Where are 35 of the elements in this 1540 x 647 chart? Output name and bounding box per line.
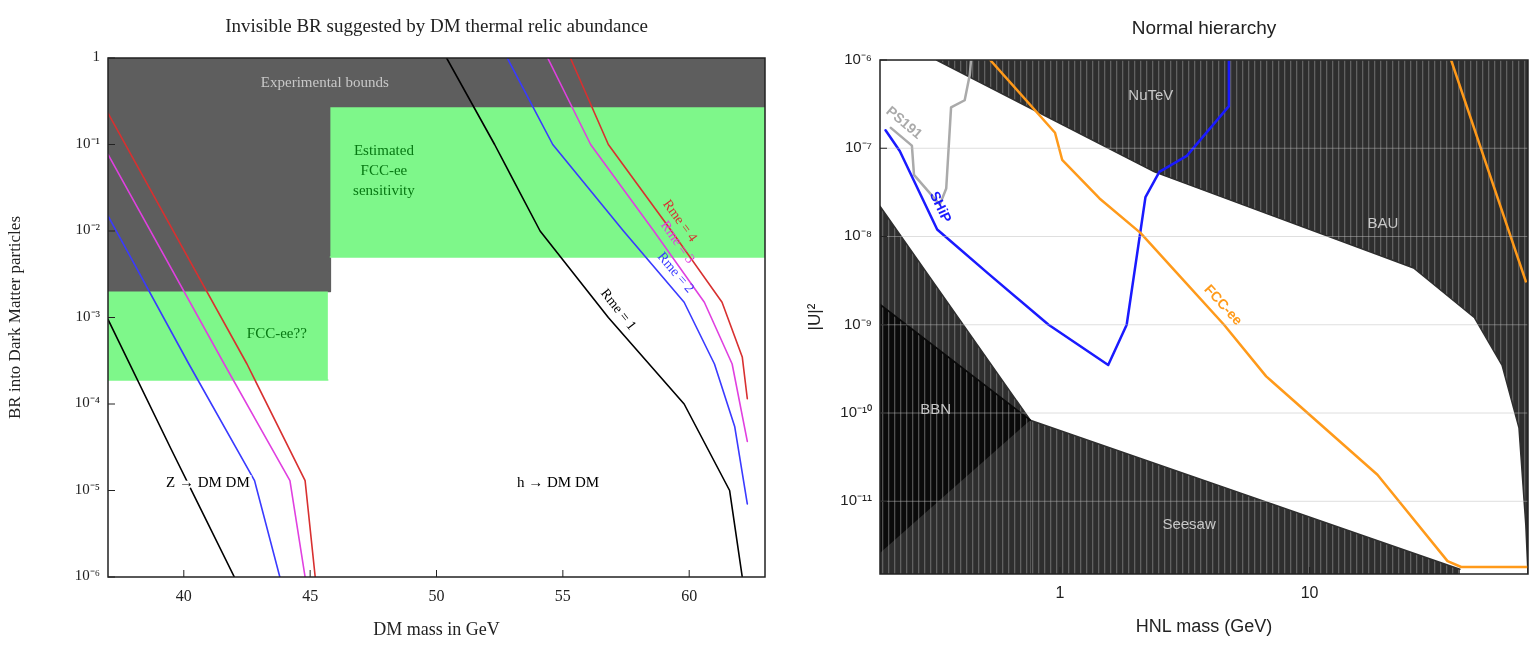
y-tick-label: 10⁻⁸ bbox=[843, 226, 872, 244]
y-tick-label: 10⁻⁹ bbox=[843, 314, 872, 332]
x-tick-label: 55 bbox=[554, 587, 571, 604]
x-tick-label: 45 bbox=[302, 587, 319, 604]
text: SHiP bbox=[926, 188, 956, 225]
y-tick-label: 10⁻² bbox=[75, 221, 101, 238]
y-axis-title: BR into Dark Matter particles bbox=[5, 215, 24, 420]
y-tick-label: 1 bbox=[92, 48, 100, 65]
y-tick-label: 10⁻¹¹ bbox=[840, 491, 872, 509]
annotation: NuTeV bbox=[1128, 85, 1174, 103]
y-tick-label: 10⁻⁵ bbox=[74, 480, 100, 497]
annotation: Estimated FCC-ee sensitivity bbox=[353, 142, 416, 199]
y-axis-title: |U|² bbox=[805, 303, 824, 331]
x-tick-label: 50 bbox=[428, 587, 445, 604]
y-tick-label: 10⁻⁴ bbox=[74, 394, 100, 411]
x-tick-label: 1 bbox=[1055, 584, 1065, 601]
annotation: Experimental bounds bbox=[260, 74, 389, 91]
y-tick-label: 10⁻³ bbox=[75, 307, 101, 324]
y-tick-label: 10⁻¹ bbox=[75, 134, 100, 151]
y-tick-label: 10⁻⁶ bbox=[74, 567, 100, 584]
chart-title: Invisible BR suggested by DM thermal relic abundance bbox=[225, 15, 648, 36]
x-axis-title: DM mass in GeV bbox=[373, 619, 500, 639]
x-axis-title: HNL mass (GeV) bbox=[1135, 616, 1273, 636]
x-tick-label: 10 bbox=[1300, 584, 1319, 601]
annotation: h → DM DM bbox=[517, 474, 600, 491]
x-tick-label: 60 bbox=[681, 587, 698, 604]
annotation: BAU bbox=[1367, 214, 1399, 232]
annotation: Seesaw bbox=[1162, 515, 1216, 533]
annotation: BBN bbox=[920, 399, 952, 417]
x-tick-label: 40 bbox=[175, 587, 192, 604]
chart-title: Normal hierarchy bbox=[1131, 17, 1277, 38]
y-tick-label: 10⁻¹⁰ bbox=[840, 403, 872, 420]
annotation: FCC-ee?? bbox=[246, 325, 308, 342]
y-tick-label: 10⁻⁶ bbox=[844, 49, 872, 67]
y-tick-label: 10⁻⁷ bbox=[844, 138, 872, 156]
